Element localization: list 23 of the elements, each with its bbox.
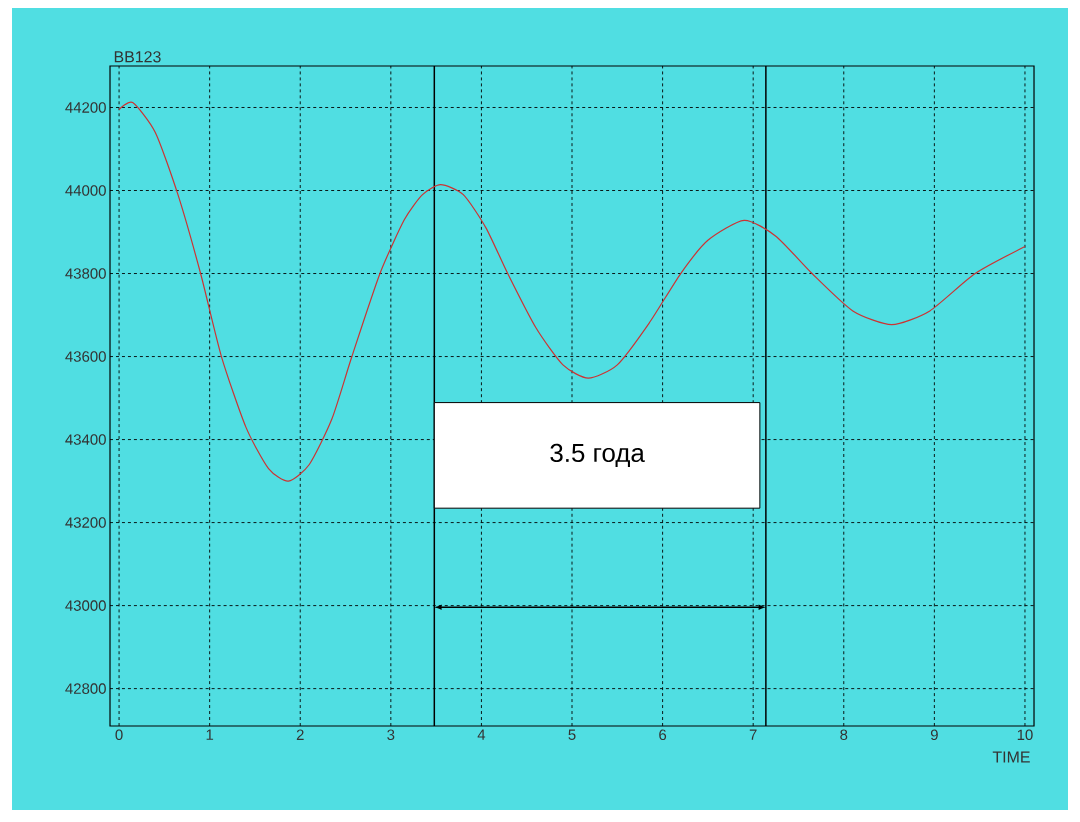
x-tick-label: 4 [477, 729, 486, 740]
y-tick-label: 43200 [65, 517, 106, 528]
x-tick-label: 1 [206, 729, 214, 740]
y-tick-label: 43400 [65, 434, 106, 445]
y-tick-label: 43800 [65, 268, 106, 279]
x-tick-label: 3 [387, 729, 395, 741]
x-tick-label: 9 [930, 729, 938, 741]
y-tick-label: 44000 [65, 185, 106, 196]
annotation: 3.5 года [550, 443, 645, 467]
x-tick-label: 2 [296, 729, 304, 740]
x-tick-label: 7 [749, 729, 757, 740]
y-tick-label: 42800 [65, 683, 106, 694]
x-tick-label: 0 [115, 729, 123, 741]
y-axis-title: BB123 [114, 51, 161, 63]
y-tick-label: 43000 [65, 600, 106, 611]
x-tick-label: 5 [568, 729, 576, 740]
x-axis-title: TIME [992, 751, 1030, 763]
line-series [118, 101, 1026, 482]
y-tick-label: 43600 [65, 351, 106, 362]
x-tick-label: 10 [1017, 729, 1033, 741]
x-tick-label: 8 [840, 729, 848, 741]
y-tick-label: 44200 [65, 102, 106, 113]
x-tick-label: 6 [659, 729, 667, 741]
